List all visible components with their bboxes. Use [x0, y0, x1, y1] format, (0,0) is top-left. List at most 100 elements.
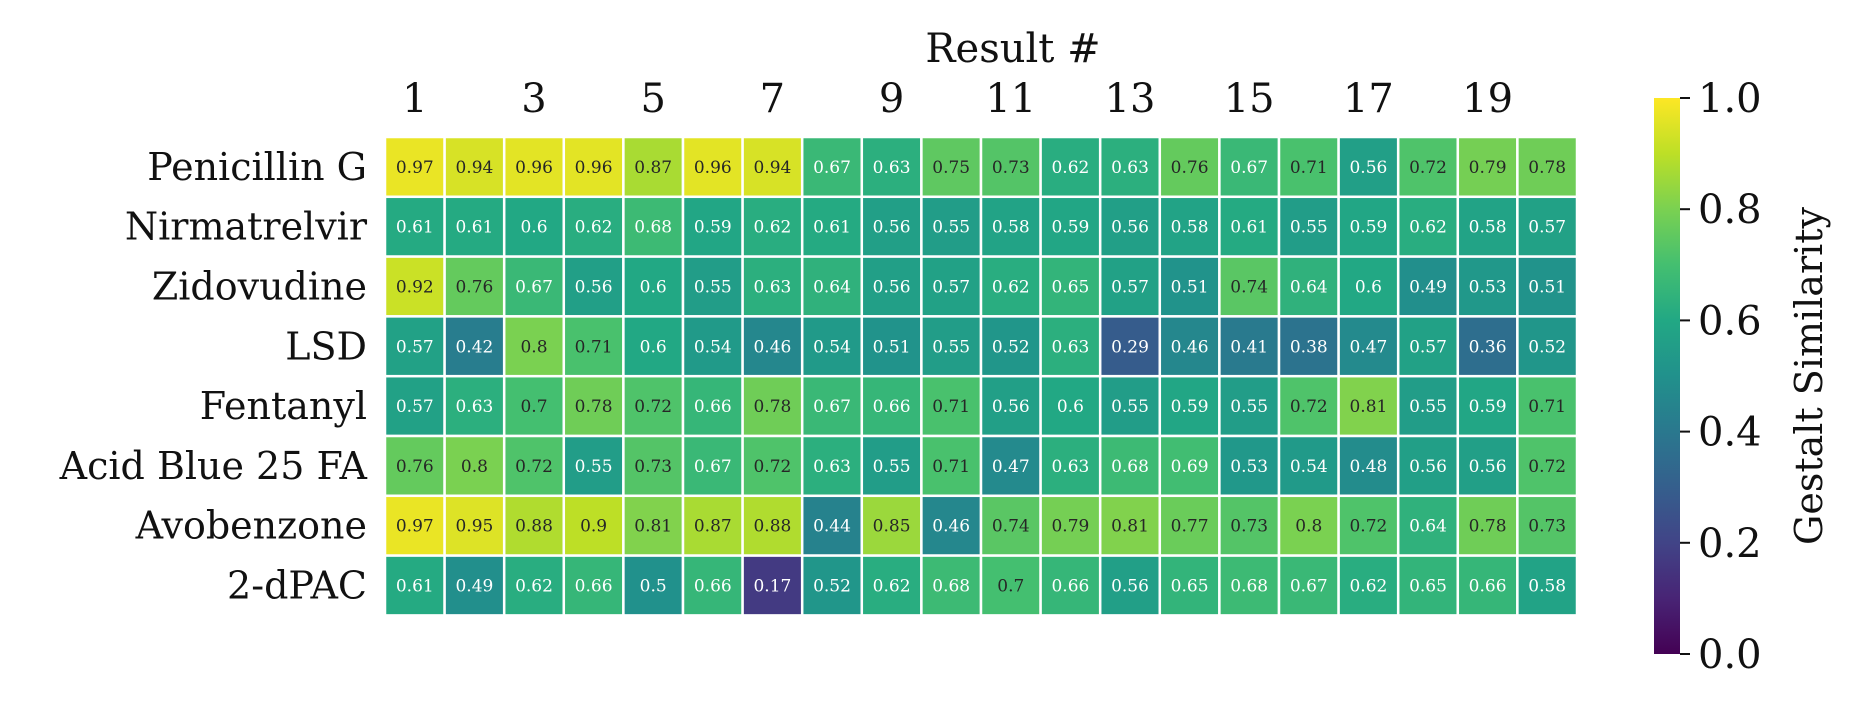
- heatmap-cell: [383, 374, 446, 438]
- colorbar-label: Gestalt Similarity: [1787, 206, 1831, 545]
- heatmap-cell: [741, 494, 804, 557]
- heatmap-cell: [800, 434, 864, 498]
- cell-value-label: 0.59: [1051, 218, 1089, 238]
- cell-value-label: 0.57: [396, 337, 434, 357]
- heatmap-cell: [681, 255, 744, 318]
- heatmap-cell: [860, 374, 923, 438]
- cell-value-label: 0.61: [396, 218, 434, 238]
- heatmap-cell: [1277, 135, 1340, 199]
- heatmap-cell: [1277, 554, 1340, 617]
- heatmap-cell: [800, 255, 864, 318]
- colorbar-tick-label: 0.8: [1698, 187, 1762, 233]
- cell-value-label: 0.92: [396, 278, 434, 298]
- cell-value-label: 0.9: [580, 517, 607, 537]
- x-tick-label: 5: [640, 76, 665, 122]
- heatmap-cells: 0.97 0.94 0.96 0.96 0.87 0.96 0.94 0.67 0.63 0.75…: [383, 135, 1579, 617]
- cell-value-label: 0.61: [813, 218, 851, 238]
- heatmap-cell: [979, 195, 1042, 258]
- cell-value-label: 0.47: [1349, 337, 1387, 357]
- heatmap-cell: [1396, 315, 1460, 378]
- cell-value-label: 0.81: [1111, 517, 1149, 537]
- cell-value-label: 0.66: [575, 577, 613, 597]
- heatmap-cell: [1396, 374, 1460, 438]
- heatmap-cell: [1277, 434, 1340, 498]
- heatmap-cell: [1456, 494, 1519, 557]
- heatmap-cell: [1337, 374, 1400, 438]
- cell-value-label: 0.17: [753, 577, 791, 597]
- heatmap-cell: [681, 135, 744, 199]
- heatmap-cell: [741, 374, 804, 438]
- cell-value-label: 0.59: [1469, 397, 1507, 417]
- heatmap-cell: [443, 195, 506, 258]
- heatmap-cell: [1337, 135, 1400, 199]
- cell-value-label: 0.81: [1349, 397, 1387, 417]
- cell-value-label: 0.72: [753, 457, 791, 477]
- cell-value-label: 0.6: [640, 278, 667, 298]
- heatmap-cell: [443, 494, 506, 557]
- y-tick-label: Avobenzone: [135, 504, 367, 548]
- cell-value-label: 0.76: [455, 278, 493, 298]
- heatmap-cell: [1039, 315, 1102, 378]
- cell-value-label: 0.66: [873, 397, 911, 417]
- heatmap-cell: [1039, 554, 1102, 617]
- heatmap-cell: [800, 374, 864, 438]
- y-tick-label: LSD: [285, 324, 367, 368]
- cell-value-label: 0.57: [932, 278, 970, 298]
- heatmap-cell: [1277, 374, 1340, 438]
- cell-value-label: 0.65: [1051, 278, 1089, 298]
- heatmap-cell: [1277, 255, 1340, 318]
- cell-value-label: 0.54: [694, 337, 732, 357]
- cell-value-label: 0.79: [1469, 158, 1507, 178]
- heatmap-cell: [1218, 554, 1281, 617]
- cell-value-label: 0.57: [1528, 218, 1566, 238]
- cell-value-label: 0.71: [932, 397, 970, 417]
- cell-value-label: 0.96: [575, 158, 613, 178]
- cell-value-label: 0.47: [992, 457, 1030, 477]
- cell-value-label: 0.65: [1171, 577, 1209, 597]
- heatmap-cell: [1277, 195, 1340, 258]
- cell-value-label: 0.62: [753, 218, 791, 238]
- cell-value-label: 0.55: [932, 218, 970, 238]
- cell-value-label: 0.57: [1111, 278, 1149, 298]
- colorbar-tick-label: 0.0: [1698, 632, 1762, 678]
- cell-value-label: 0.96: [694, 158, 732, 178]
- heatmap-cell: [860, 195, 923, 258]
- cell-value-label: 0.94: [455, 158, 493, 178]
- cell-value-label: 0.56: [1409, 457, 1447, 477]
- cell-value-label: 0.8: [1295, 517, 1322, 537]
- colorbar-tick-label: 1.0: [1698, 76, 1762, 122]
- cell-value-label: 0.67: [813, 397, 851, 417]
- colorbar-tick-label: 0.2: [1698, 521, 1762, 567]
- heatmap-cell: [1337, 315, 1400, 378]
- cell-value-label: 0.61: [455, 218, 493, 238]
- cell-value-label: 0.78: [753, 397, 791, 417]
- cell-value-label: 0.66: [1469, 577, 1507, 597]
- cell-value-label: 0.58: [992, 218, 1030, 238]
- heatmap-cell: [1516, 135, 1579, 199]
- heatmap-cell: [1218, 255, 1281, 318]
- cell-value-label: 0.63: [753, 278, 791, 298]
- heatmap-cell: [979, 255, 1042, 318]
- cell-value-label: 0.36: [1469, 337, 1507, 357]
- cell-value-label: 0.81: [634, 517, 672, 537]
- heatmap-cell: [1158, 315, 1221, 378]
- heatmap-cell: [383, 195, 446, 258]
- heatmap-cell: [860, 315, 923, 378]
- heatmap-cell: [622, 255, 685, 318]
- cell-value-label: 0.62: [575, 218, 613, 238]
- cell-value-label: 0.6: [1355, 278, 1382, 298]
- cell-value-label: 0.52: [813, 577, 851, 597]
- heatmap-cell: [979, 494, 1042, 557]
- cell-value-label: 0.58: [1171, 218, 1209, 238]
- cell-value-label: 0.52: [1528, 337, 1566, 357]
- heatmap-cell: [1158, 494, 1221, 557]
- heatmap-cell: [1337, 195, 1400, 258]
- cell-value-label: 0.56: [1469, 457, 1507, 477]
- cell-value-label: 0.29: [1111, 337, 1149, 357]
- x-tick-label: 3: [521, 76, 546, 122]
- heatmap-cell: [800, 494, 864, 557]
- cell-value-label: 0.62: [1051, 158, 1089, 178]
- cell-value-label: 0.72: [1349, 517, 1387, 537]
- x-tick-label: 19: [1462, 76, 1513, 122]
- cell-value-label: 0.97: [396, 517, 434, 537]
